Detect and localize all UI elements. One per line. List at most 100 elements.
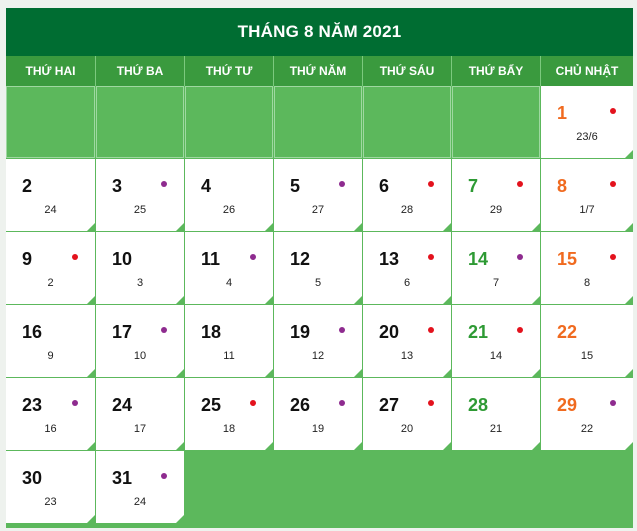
- bad-day-dot-icon: [610, 400, 616, 406]
- lunar-date: 20: [400, 423, 414, 435]
- corner-fold: [532, 223, 540, 231]
- empty-cell: [363, 86, 451, 158]
- bad-day-dot-icon: [161, 327, 167, 333]
- day-cell[interactable]: 3 25: [96, 159, 184, 231]
- corner-fold: [532, 369, 540, 377]
- bad-day-dot-icon: [339, 400, 345, 406]
- good-day-dot-icon: [428, 327, 434, 333]
- day-cell[interactable]: 17 10: [96, 305, 184, 377]
- solar-date: 17: [112, 322, 133, 342]
- lunar-date: 25: [133, 204, 147, 216]
- day-cell[interactable]: 29 22: [541, 378, 633, 450]
- corner-fold: [443, 442, 451, 450]
- solar-date: 23: [22, 395, 43, 415]
- lunar-date: 2: [47, 277, 54, 289]
- good-day-dot-icon: [250, 400, 256, 406]
- corner-fold: [443, 223, 451, 231]
- good-day-dot-icon: [517, 327, 523, 333]
- bad-day-dot-icon: [339, 327, 345, 333]
- day-cell[interactable]: 28 21: [452, 378, 540, 450]
- weekday-mon: THỨ HAI: [6, 56, 96, 86]
- good-day-dot-icon: [428, 400, 434, 406]
- day-cell[interactable]: 31 24: [96, 451, 184, 523]
- corner-fold: [87, 369, 95, 377]
- corner-fold: [532, 442, 540, 450]
- bad-day-dot-icon: [339, 181, 345, 187]
- solar-date: 6: [379, 176, 390, 196]
- corner-fold: [625, 150, 633, 158]
- day-cell[interactable]: 5 27: [274, 159, 362, 231]
- corner-fold: [176, 442, 184, 450]
- solar-date: 13: [379, 249, 400, 269]
- solar-date: 5: [290, 176, 301, 196]
- lunar-date: 29: [489, 204, 503, 216]
- solar-date: 14: [468, 249, 489, 269]
- corner-fold: [176, 223, 184, 231]
- day-cell[interactable]: 1 23/6: [541, 86, 633, 158]
- corner-fold: [87, 515, 95, 523]
- lunar-date: 9: [47, 350, 54, 362]
- lunar-date: 18: [222, 423, 236, 435]
- solar-date: 31: [112, 468, 133, 488]
- corner-fold: [625, 369, 633, 377]
- corner-fold: [532, 296, 540, 304]
- solar-date: 11: [201, 249, 221, 269]
- day-cell[interactable]: 6 28: [363, 159, 451, 231]
- solar-date: 28: [468, 395, 489, 415]
- bad-day-dot-icon: [161, 181, 167, 187]
- day-cell[interactable]: 8 1/7: [541, 159, 633, 231]
- day-cell[interactable]: 7 29: [452, 159, 540, 231]
- day-cell[interactable]: 18 11: [185, 305, 273, 377]
- empty-cell: [96, 86, 184, 158]
- lunar-date: 19: [311, 423, 325, 435]
- corner-fold: [265, 369, 273, 377]
- solar-date: 30: [22, 468, 43, 488]
- day-cell[interactable]: 11 4: [185, 232, 273, 304]
- day-cell[interactable]: 14 7: [452, 232, 540, 304]
- lunar-date: 11: [223, 350, 235, 362]
- weekday-thu: THỨ NĂM: [274, 56, 363, 86]
- day-cell[interactable]: 25 18: [185, 378, 273, 450]
- lunar-date: 7: [492, 277, 500, 289]
- empty-cell: [185, 86, 273, 158]
- day-cell[interactable]: 10 3: [96, 232, 184, 304]
- lunar-date: 8: [583, 277, 591, 289]
- good-day-dot-icon: [428, 254, 434, 260]
- solar-date: 26: [290, 395, 311, 415]
- solar-date: 2: [22, 176, 33, 196]
- solar-date: 25: [201, 395, 222, 415]
- corner-fold: [625, 442, 633, 450]
- day-cell[interactable]: 15 8: [541, 232, 633, 304]
- lunar-date: 24: [44, 204, 57, 216]
- day-cell[interactable]: 16 9: [6, 305, 95, 377]
- day-cell[interactable]: 22 15: [541, 305, 633, 377]
- corner-fold: [354, 296, 362, 304]
- lunar-date: 10: [133, 350, 147, 362]
- lunar-date: 3: [136, 277, 144, 289]
- corner-fold: [176, 515, 184, 523]
- day-cell[interactable]: 2 24: [6, 159, 95, 231]
- solar-date: 4: [201, 176, 212, 196]
- day-cell[interactable]: 20 13: [363, 305, 451, 377]
- corner-fold: [354, 223, 362, 231]
- day-cell[interactable]: 19 12: [274, 305, 362, 377]
- weekday-wed: THỨ TƯ: [185, 56, 274, 86]
- day-cell[interactable]: 27 20: [363, 378, 451, 450]
- day-cell[interactable]: 13 6: [363, 232, 451, 304]
- day-cell[interactable]: 30 23: [6, 451, 95, 523]
- day-cell[interactable]: 12 5: [274, 232, 362, 304]
- solar-date: 9: [22, 249, 33, 269]
- day-cell[interactable]: 23 16: [6, 378, 95, 450]
- lunar-date: 27: [311, 204, 325, 216]
- day-cell[interactable]: 21 14: [452, 305, 540, 377]
- lunar-date: 6: [403, 277, 411, 289]
- corner-fold: [443, 296, 451, 304]
- day-cell[interactable]: 4 26: [185, 159, 273, 231]
- solar-date: 18: [201, 322, 222, 342]
- solar-date: 27: [379, 395, 400, 415]
- good-day-dot-icon: [610, 108, 616, 114]
- day-cell[interactable]: 26 19: [274, 378, 362, 450]
- day-cell[interactable]: 24 17: [96, 378, 184, 450]
- good-day-dot-icon: [610, 254, 616, 260]
